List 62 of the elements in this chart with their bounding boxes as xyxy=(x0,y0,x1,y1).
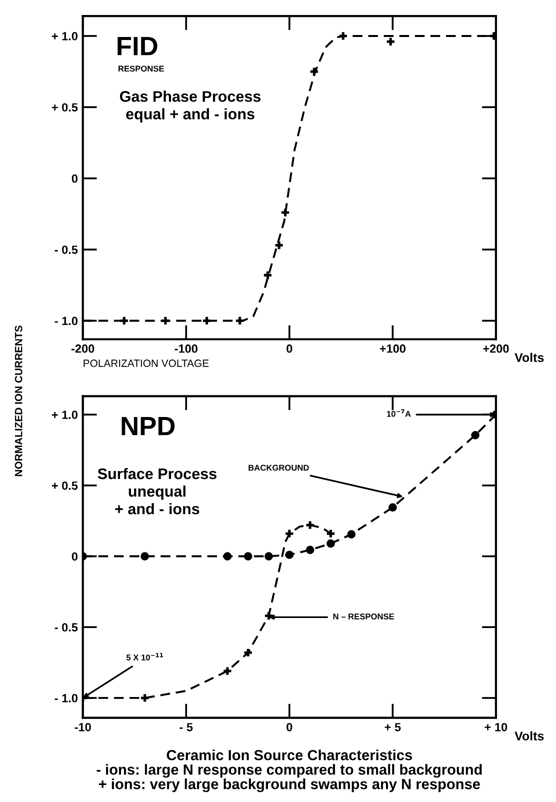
y-tick-label: - 0.5 xyxy=(54,623,78,632)
point xyxy=(386,38,394,46)
point xyxy=(275,241,283,250)
point xyxy=(306,546,314,554)
annotation: 10$^{−7}$A xyxy=(387,409,411,417)
point xyxy=(244,648,252,656)
text: Volts xyxy=(514,731,544,740)
x-tick-label: +100 xyxy=(380,344,406,353)
point xyxy=(306,521,314,529)
point xyxy=(162,316,170,325)
annotation: RESPONSE xyxy=(118,66,164,72)
annotation: FID xyxy=(118,37,158,56)
text: Ceramic Ion Source Characteristics xyxy=(166,750,412,760)
annotation: NPD xyxy=(122,417,175,436)
x-tick-label: 0 xyxy=(286,344,292,353)
point xyxy=(326,539,335,548)
point xyxy=(285,550,294,560)
annotation: Gas Phase Process equal + and - ions xyxy=(120,90,261,122)
point xyxy=(326,530,335,538)
y-tick-label: + 1.0 xyxy=(52,32,78,40)
point xyxy=(224,667,232,675)
x-axis-title: POLARIZATION VOLTAGE xyxy=(84,360,209,367)
y-tick-label: + 0.5 xyxy=(52,103,78,112)
x-tick-label: 0 xyxy=(286,722,292,732)
y-axis-title: NORMALIZED ION CURRENTS xyxy=(14,326,22,476)
point xyxy=(244,552,252,560)
point xyxy=(310,68,318,76)
y-tick-label: 0 xyxy=(72,552,78,561)
text: - ions: large N response compared to small background xyxy=(96,764,482,778)
annotation: Surface Process unequal + and - ions xyxy=(98,468,216,514)
point xyxy=(281,208,290,216)
point xyxy=(202,316,211,325)
point xyxy=(264,552,273,560)
annotation: N – RESPONSE xyxy=(333,614,394,620)
y-tick-label: + 1.0 xyxy=(52,410,78,419)
text: Volts xyxy=(514,352,544,362)
y-tick-label: - 1.0 xyxy=(54,316,78,326)
y-tick-label: 0 xyxy=(72,174,78,183)
point xyxy=(264,271,272,279)
point xyxy=(120,316,128,325)
point xyxy=(236,316,244,325)
y-tick-label: + 0.5 xyxy=(52,481,78,490)
x-tick-label: - 5 xyxy=(180,723,193,732)
point xyxy=(388,503,397,512)
x-tick-label: +200 xyxy=(483,344,509,353)
x-tick-label: -100 xyxy=(174,344,198,353)
y-tick-label: - 0.5 xyxy=(54,246,78,254)
point xyxy=(223,552,232,560)
x-tick-label: -200 xyxy=(71,344,94,353)
point xyxy=(347,530,356,538)
point xyxy=(141,694,149,702)
point xyxy=(286,530,294,538)
point xyxy=(471,430,480,440)
annotation: BACKGROUND xyxy=(248,464,309,471)
x-tick-label: + 10 xyxy=(484,722,508,732)
text: + ions: very large background swamps any N response xyxy=(98,778,480,792)
x-tick-label: -10 xyxy=(74,722,91,732)
y-tick-label: - 1.0 xyxy=(54,694,78,702)
annotation: 5 X 10$^{−11}$ xyxy=(126,652,163,660)
x-tick-label: + 5 xyxy=(384,723,401,732)
point xyxy=(339,32,347,40)
point xyxy=(140,552,149,560)
